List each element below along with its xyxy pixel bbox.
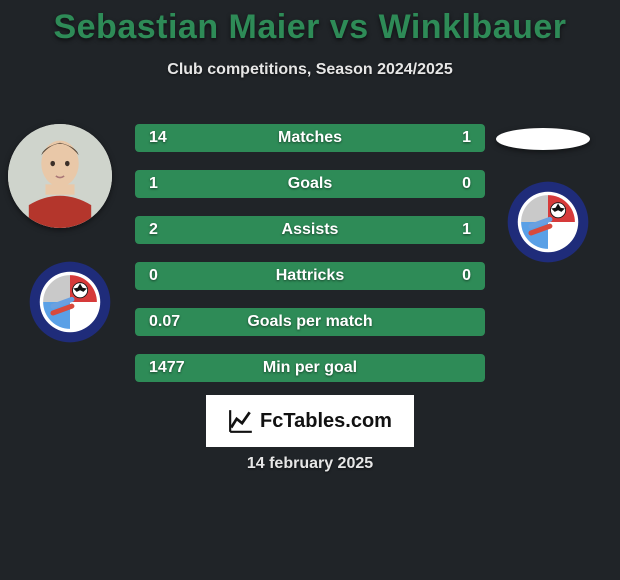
stat-label: Min per goal bbox=[199, 359, 421, 377]
stat-label: Matches bbox=[199, 129, 421, 147]
stat-label: Goals per match bbox=[199, 313, 421, 331]
table-row: 14 Matches 1 bbox=[135, 124, 485, 152]
stat-left-value: 0 bbox=[149, 267, 199, 285]
stat-right-value: 1 bbox=[421, 129, 471, 147]
fctables-label: FcTables.com bbox=[260, 410, 392, 433]
stat-left-value: 0.07 bbox=[149, 313, 199, 331]
stat-label: Assists bbox=[199, 221, 421, 239]
stat-left-value: 1 bbox=[149, 175, 199, 193]
stat-left-value: 1477 bbox=[149, 359, 199, 377]
stats-table: 14 Matches 1 1 Goals 0 2 Assists 1 0 Hat… bbox=[135, 124, 485, 400]
stat-label: Hattricks bbox=[199, 267, 421, 285]
stat-right-value: 0 bbox=[421, 175, 471, 193]
player-left-photo bbox=[8, 124, 112, 228]
stat-right-value: 1 bbox=[421, 221, 471, 239]
subtitle: Club competitions, Season 2024/2025 bbox=[0, 61, 620, 79]
date-label: 14 february 2025 bbox=[0, 455, 620, 473]
stat-left-value: 14 bbox=[149, 129, 199, 147]
club-badge-left bbox=[28, 260, 112, 344]
fctables-brand[interactable]: FcTables.com bbox=[206, 395, 414, 447]
table-row: 1477 Min per goal bbox=[135, 354, 485, 382]
chart-icon bbox=[228, 408, 254, 434]
table-row: 2 Assists 1 bbox=[135, 216, 485, 244]
table-row: 0.07 Goals per match bbox=[135, 308, 485, 336]
table-row: 1 Goals 0 bbox=[135, 170, 485, 198]
page-title: Sebastian Maier vs Winklbauer bbox=[0, 0, 620, 47]
table-row: 0 Hattricks 0 bbox=[135, 262, 485, 290]
stat-right-value: 0 bbox=[421, 267, 471, 285]
player-right-photo-placeholder bbox=[496, 128, 590, 150]
club-badge-right bbox=[506, 180, 590, 264]
stat-label: Goals bbox=[199, 175, 421, 193]
stat-left-value: 2 bbox=[149, 221, 199, 239]
